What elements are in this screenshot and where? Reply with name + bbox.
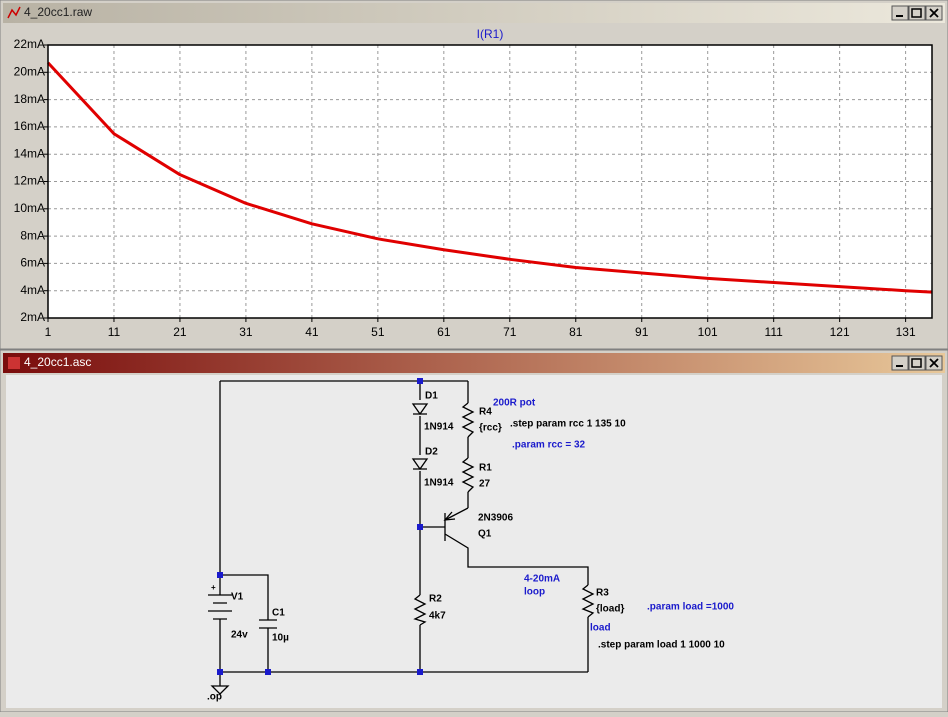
title-bar[interactable] [3,3,945,23]
label: C1 [272,608,285,619]
y-tick-label: 6mA [20,256,45,270]
x-tick-label: 11 [108,325,121,339]
x-tick-label: 101 [698,325,718,339]
battery-v1 [208,594,232,625]
label: D1 [425,391,438,402]
y-tick-label: 12mA [14,174,45,188]
comment: load [590,623,611,634]
x-tick-label: 71 [503,325,517,339]
x-tick-label: 131 [896,325,916,339]
label: R4 [479,407,492,418]
diode-d2 [411,458,429,471]
label: {load} [596,604,624,615]
chart-title: I(R1) [477,27,504,41]
label: 1N914 [424,422,454,433]
label: {rcc} [479,423,502,434]
directive: .step param rcc 1 135 10 [510,419,626,430]
schematic: + D1 1N914 D2 1N914 R4 {rcc} 200R pot .s… [207,378,734,703]
window-buttons[interactable] [891,355,943,371]
y-tick-label: 2mA [20,310,45,324]
y-tick-label: 4mA [20,283,45,297]
x-tick-label: 1 [45,325,52,339]
label: 2N3906 [478,513,513,524]
comment: loop [524,587,545,598]
x-tick-label: 81 [569,325,583,339]
y-tick-label: 8mA [20,228,45,242]
x-tick-label: 21 [173,325,187,339]
x-tick-label: 61 [437,325,451,339]
label: Q1 [478,529,492,540]
resistor-r3 [581,584,595,618]
x-tick-label: 91 [635,325,649,339]
label: 4k7 [429,611,446,622]
comment: 200R pot [493,398,536,409]
window-icon [7,6,21,19]
window-title: 4_20cc1.raw [24,5,92,19]
label: D2 [425,447,438,458]
y-tick-label: 16mA [14,119,45,133]
schematic-canvas[interactable] [6,375,942,708]
y-tick-label: 14mA [14,146,45,160]
y-tick-label: 10mA [14,201,45,215]
title-bar[interactable] [3,353,945,373]
y-tick-label: 22mA [14,37,45,51]
diode-d1 [411,403,429,416]
label: 24v [231,630,248,641]
label: V1 [231,592,244,603]
resistor-r2 [413,594,427,626]
label: R1 [479,463,492,474]
directive: .op [207,692,222,703]
plot: 2mA 4mA 6mA 8mA 10mA 12mA 14mA 16mA 18mA 20mA 22mA… [14,37,933,339]
label: 27 [479,479,491,490]
window-title: 4_20cc1.asc [24,355,91,369]
resistor-r4 [461,402,475,438]
series-line [46,61,933,294]
label: 1N914 [424,478,454,489]
polarity: + [211,583,216,592]
x-tick-label: 31 [239,325,253,339]
junctions [217,378,423,675]
label: 10µ [272,633,289,644]
y-tick-label: 18mA [14,92,45,106]
transistor-arrow [443,511,456,521]
x-tick-label: 51 [371,325,385,339]
ground [210,685,230,695]
comment: 4-20mA [524,574,560,585]
plot-frame [47,44,933,319]
window-buttons[interactable] [891,5,943,21]
directive: .param load =1000 [647,602,734,613]
directive: .param rcc = 32 [512,440,586,451]
resistor-r1 [461,457,475,493]
y-tick-label: 20mA [14,64,45,78]
window-icon [8,357,20,369]
label: R2 [429,594,442,605]
x-tick-label: 41 [305,325,319,339]
label: R3 [596,588,609,599]
x-tick-label: 121 [830,325,850,339]
capacitor-c1 [259,619,277,629]
directive: .step param load 1 1000 10 [598,640,725,651]
x-tick-label: 111 [765,325,784,339]
